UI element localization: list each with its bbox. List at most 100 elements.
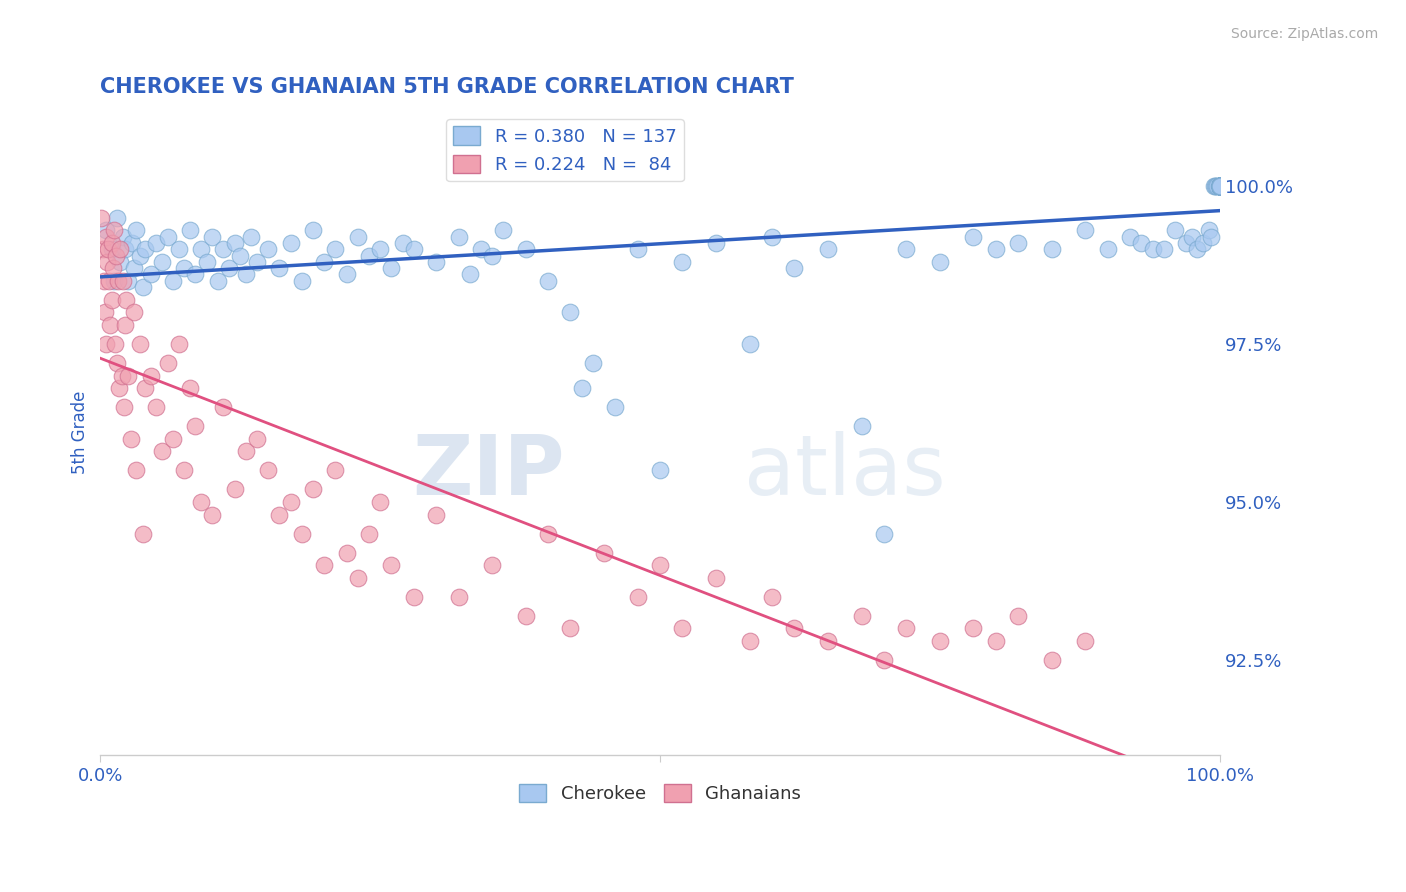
Point: [1209, 178, 1232, 193]
Point: [447, 229, 470, 244]
Point: [1209, 178, 1232, 193]
Point: [571, 381, 593, 395]
Point: [1209, 178, 1232, 193]
Point: [1209, 178, 1232, 193]
Point: [1209, 178, 1232, 193]
Point: [1209, 178, 1232, 193]
Point: [447, 590, 470, 604]
Point: [167, 242, 190, 256]
Point: [145, 235, 167, 250]
Point: [105, 356, 128, 370]
Point: [101, 261, 124, 276]
Point: [179, 223, 201, 237]
Text: CHEROKEE VS GHANAIAN 5TH GRADE CORRELATION CHART: CHEROKEE VS GHANAIAN 5TH GRADE CORRELATI…: [100, 78, 794, 97]
Point: [1199, 229, 1222, 244]
Point: [173, 261, 195, 276]
Point: [851, 419, 873, 434]
Point: [110, 255, 132, 269]
Point: [128, 337, 150, 351]
Point: [671, 622, 693, 636]
Point: [560, 305, 582, 319]
Point: [246, 255, 269, 269]
Point: [93, 274, 115, 288]
Point: [291, 274, 314, 288]
Point: [314, 558, 336, 573]
Point: [145, 401, 167, 415]
Point: [1209, 178, 1232, 193]
Point: [537, 274, 560, 288]
Point: [1209, 178, 1232, 193]
Point: [515, 608, 537, 623]
Point: [1204, 178, 1226, 193]
Point: [481, 558, 503, 573]
Point: [94, 337, 117, 351]
Point: [537, 526, 560, 541]
Point: [873, 526, 896, 541]
Point: [134, 242, 156, 256]
Point: [648, 463, 671, 477]
Point: [184, 268, 207, 282]
Point: [173, 463, 195, 477]
Point: [100, 242, 122, 256]
Point: [1209, 178, 1232, 193]
Point: [593, 546, 616, 560]
Point: [162, 432, 184, 446]
Point: [1209, 178, 1232, 193]
Point: [380, 558, 402, 573]
Point: [1208, 178, 1230, 193]
Point: [91, 242, 114, 256]
Point: [112, 401, 135, 415]
Point: [1209, 178, 1232, 193]
Point: [128, 248, 150, 262]
Point: [246, 432, 269, 446]
Point: [115, 293, 138, 307]
Point: [94, 229, 117, 244]
Point: [1192, 235, 1215, 250]
Point: [179, 381, 201, 395]
Point: [368, 495, 391, 509]
Point: [1204, 178, 1226, 193]
Legend: Cherokee, Ghanaians: Cherokee, Ghanaians: [512, 777, 808, 810]
Point: [100, 235, 122, 250]
Point: [1209, 178, 1232, 193]
Point: [560, 622, 582, 636]
Point: [928, 634, 950, 648]
Point: [156, 356, 179, 370]
Point: [325, 242, 347, 256]
Point: [1209, 178, 1232, 193]
Point: [704, 571, 727, 585]
Text: ZIP: ZIP: [412, 431, 565, 512]
Point: [117, 368, 139, 383]
Point: [368, 242, 391, 256]
Point: [190, 242, 212, 256]
Point: [1209, 178, 1232, 193]
Point: [1209, 178, 1232, 193]
Point: [738, 634, 761, 648]
Point: [132, 526, 155, 541]
Point: [402, 590, 425, 604]
Point: [195, 255, 218, 269]
Point: [1209, 178, 1232, 193]
Point: [105, 248, 128, 262]
Point: [1209, 178, 1232, 193]
Point: [139, 268, 162, 282]
Point: [1040, 242, 1063, 256]
Point: [1209, 178, 1232, 193]
Point: [1209, 178, 1232, 193]
Point: [111, 229, 134, 244]
Point: [425, 255, 447, 269]
Point: [150, 255, 173, 269]
Point: [212, 242, 235, 256]
Point: [1209, 178, 1232, 193]
Point: [627, 242, 650, 256]
Point: [122, 305, 145, 319]
Point: [984, 242, 1007, 256]
Point: [104, 337, 127, 351]
Point: [783, 261, 806, 276]
Point: [125, 223, 148, 237]
Point: [1209, 178, 1232, 193]
Point: [280, 235, 302, 250]
Point: [1007, 235, 1029, 250]
Point: [481, 248, 503, 262]
Text: atlas: atlas: [744, 431, 946, 512]
